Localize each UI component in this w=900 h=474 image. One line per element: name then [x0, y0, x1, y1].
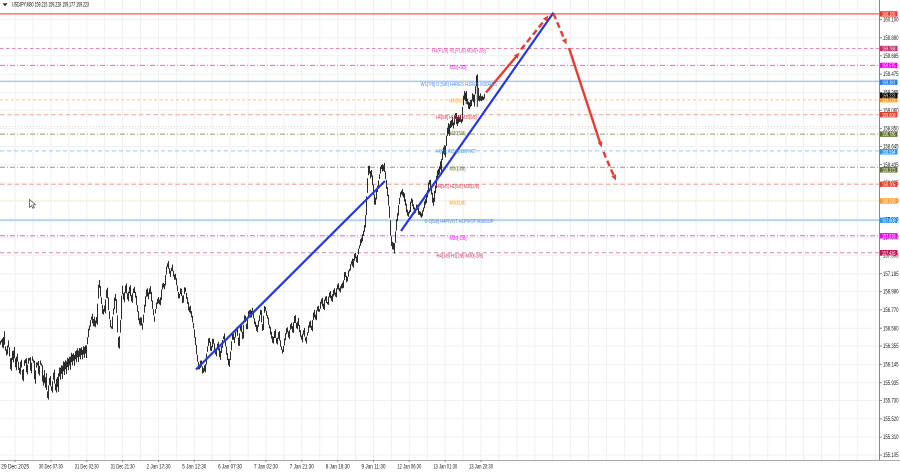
svg-text:8 Jan 16:30: 8 Jan 16:30 [326, 465, 351, 471]
svg-text:159.223: 159.223 [882, 94, 896, 100]
svg-text:7 Jan 21:30: 7 Jan 21:30 [290, 465, 315, 471]
svg-text:158.850: 158.850 [883, 127, 899, 133]
svg-text:157.600: 157.600 [883, 236, 899, 242]
svg-text:9 Jan 11:30: 9 Jan 11:30 [362, 465, 387, 471]
svg-text:M30[1/8]: M30[1/8] [450, 201, 466, 207]
svg-text:158.645: 158.645 [883, 145, 899, 151]
svg-text:31 Dec 02:30: 31 Dec 02:30 [75, 465, 99, 471]
svg-text:155.105: 155.105 [883, 453, 899, 459]
svg-text:159.391: 159.391 [882, 80, 896, 86]
svg-text:2 Jan 17:30: 2 Jan 17:30 [147, 465, 172, 471]
svg-text:159.890: 159.890 [883, 36, 899, 42]
svg-text:158.594: 158.594 [882, 150, 896, 156]
svg-text:H4[0/8] H1[5/8] M30[0/8]: H4[0/8] H1[5/8] M30[0/8] [436, 115, 477, 121]
svg-text:157.395: 157.395 [883, 254, 899, 260]
svg-text:156.355: 156.355 [883, 344, 899, 350]
svg-text:159.685: 159.685 [883, 54, 899, 60]
svg-text:13 Jan 20:30: 13 Jan 20:30 [469, 465, 493, 471]
svg-text:158.786: 158.786 [882, 132, 896, 138]
svg-text:157.619: 157.619 [882, 234, 896, 240]
svg-text:H4[1/8] H1[2/8] M30[-2/8]: H4[1/8] H1[2/8] M30[-2/8] [437, 254, 484, 260]
svg-text:H4[+1/8] H1[+1/8] M30[+2/8]: H4[+1/8] H1[+1/8] M30[+2/8] [432, 48, 486, 54]
svg-text:157.808: 157.808 [882, 218, 896, 224]
svg-text:158.019: 158.019 [882, 199, 896, 205]
svg-text:M30[5/8]: M30[5/8] [449, 99, 463, 105]
svg-text:7 Jan 02:30: 7 Jan 02:30 [254, 465, 279, 471]
svg-text:31 Dec 21:30: 31 Dec 21:30 [111, 465, 135, 471]
svg-text:USDJPY,M30 159.215 159.228 15: USDJPY,M30 159.215 159.228 159.177 159.2… [12, 2, 89, 9]
svg-text:30 Dec 07:30: 30 Dec 07:30 [39, 465, 63, 471]
svg-text:159.060: 159.060 [883, 108, 899, 114]
svg-text:160.165: 160.165 [882, 12, 896, 18]
svg-text:5 Jan 12:30: 5 Jan 12:30 [182, 465, 207, 471]
svg-text:158.373: 158.373 [882, 168, 896, 174]
svg-text:13 Jan 01:30: 13 Jan 01:30 [433, 465, 457, 471]
svg-text:D-1[5/8] H4PIVOT H1PIVOT M30SU: D-1[5/8] H4PIVOT H1PIVOT M30SUP [425, 219, 494, 225]
svg-text:159.475: 159.475 [883, 72, 899, 78]
svg-text:156.980: 156.980 [883, 290, 899, 296]
svg-text:156.770: 156.770 [883, 308, 899, 314]
svg-text:158.205: 158.205 [882, 182, 896, 188]
svg-text:H4[5/8] H1[5/8] M30[2/8]: H4[5/8] H1[5/8] M30[2/8] [436, 184, 479, 190]
svg-text:W1[?/8] D [5/8] H4RES H1RES M3: W1[?/8] D [5/8] H4RES H1RES M30RES [421, 82, 498, 88]
svg-text:M30[-1/8]: M30[-1/8] [450, 236, 467, 242]
svg-text:6 Jan 07:30: 6 Jan 07:30 [218, 465, 243, 471]
svg-text:159.768: 159.768 [882, 47, 896, 53]
svg-text:157.426: 157.426 [882, 251, 896, 257]
svg-text:159.009: 159.009 [882, 113, 896, 119]
svg-text:157.185: 157.185 [883, 272, 899, 278]
svg-text:29 Dec 2025: 29 Dec 2025 [1, 465, 30, 471]
svg-text:156.145: 156.145 [883, 363, 899, 369]
svg-text:155.730: 155.730 [883, 399, 899, 405]
svg-text:160.100: 160.100 [883, 18, 899, 24]
svg-text:M30[3/8]: M30[3/8] [450, 167, 466, 173]
svg-text:159.179: 159.179 [882, 98, 896, 104]
svg-text:12 Jan 06:30: 12 Jan 06:30 [397, 465, 421, 471]
svg-text:155.520: 155.520 [883, 417, 899, 423]
svg-text:155.310: 155.310 [883, 435, 899, 441]
svg-text:158.435: 158.435 [883, 163, 899, 169]
svg-text:M30[+1/8]: M30[+1/8] [450, 65, 467, 71]
svg-text:155.935: 155.935 [883, 381, 899, 387]
svg-text:156.560: 156.560 [883, 326, 899, 332]
svg-text:159.575: 159.575 [882, 64, 896, 70]
svg-text:H4[5/8] H1[5/8] M30PIVOT: H4[5/8] H1[5/8] M30PIVOT [436, 149, 476, 155]
svg-text:M30[5/8]: M30[5/8] [450, 131, 466, 137]
